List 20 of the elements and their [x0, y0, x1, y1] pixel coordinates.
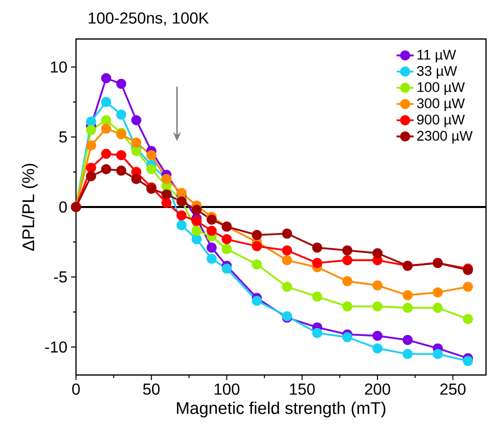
legend-label: 11 µW — [418, 50, 456, 62]
legend-label: 2300 µW — [417, 130, 473, 144]
x-tick-label: 100 — [214, 384, 240, 395]
x-axis-title: Magnetic field strength (mT) — [176, 402, 386, 418]
legend-label: 900 µW — [417, 114, 465, 128]
y-tick-label: -5 — [54, 271, 67, 283]
legend-label: 33 µW — [417, 66, 458, 79]
y-axis-title: ΔPL/PL (%) — [22, 164, 38, 251]
x-tick-label: 50 — [143, 384, 160, 395]
x-tick-label: 150 — [290, 384, 315, 395]
legend-label: 100 µW — [418, 82, 465, 95]
x-tick-label: 200 — [364, 384, 390, 395]
y-tick-label: 10 — [50, 61, 67, 73]
legend-label: 300 µW — [417, 98, 465, 112]
chart-title: 100-250ns, 100K — [88, 12, 209, 26]
x-tick-label: 250 — [440, 384, 466, 395]
x-tick-label: 0 — [72, 384, 80, 395]
y-tick-label: -10 — [45, 341, 67, 353]
y-tick-label: 0 — [59, 201, 67, 213]
y-tick-label: 5 — [59, 131, 67, 143]
